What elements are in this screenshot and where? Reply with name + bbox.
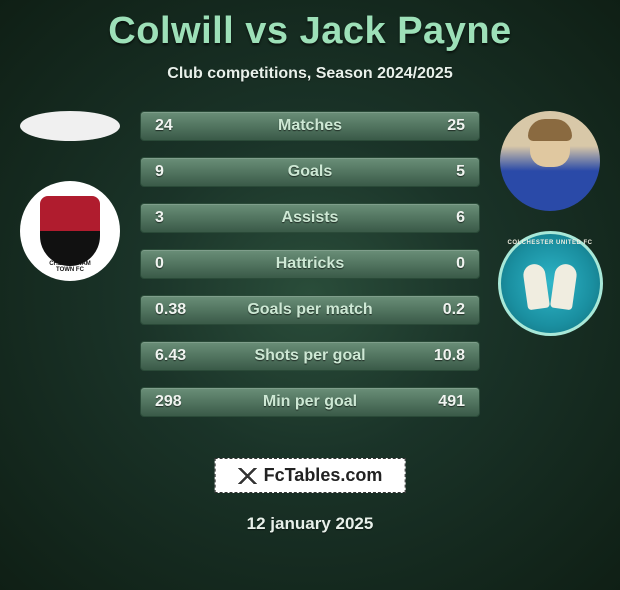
stat-label: Matches [205,117,415,135]
stat-right-value: 0 [415,255,465,273]
stat-right-value: 6 [415,209,465,227]
right-player-column: COLCHESTER UNITED FC [490,111,610,336]
stat-row-gpm: 0.38 Goals per match 0.2 [140,295,480,325]
branding-badge[interactable]: FcTables.com [215,458,406,493]
stat-label: Shots per goal [205,347,415,365]
stat-left-value: 6.43 [155,347,205,365]
left-club-badge: CHELTENHAMTOWN FC [20,181,120,281]
stat-left-value: 24 [155,117,205,135]
stat-right-value: 0.2 [415,301,465,319]
eagle-icon [520,254,580,314]
page-subtitle: Club competitions, Season 2024/2025 [0,65,620,83]
right-player-avatar [500,111,600,211]
right-club-label: COLCHESTER UNITED FC [501,240,600,246]
stat-left-value: 0.38 [155,301,205,319]
branding-text: FcTables.com [264,465,383,486]
stat-label: Assists [205,209,415,227]
stat-label: Hattricks [205,255,415,273]
page-title: Colwill vs Jack Payne [0,10,620,53]
stat-left-value: 9 [155,163,205,181]
stat-label: Goals per match [205,301,415,319]
stat-right-value: 5 [415,163,465,181]
stat-row-hattricks: 0 Hattricks 0 [140,249,480,279]
page-date: 12 january 2025 [0,514,620,534]
stat-row-mpg: 298 Min per goal 491 [140,387,480,417]
stat-left-value: 3 [155,209,205,227]
comparison-panel: CHELTENHAMTOWN FC COLCHESTER UNITED FC 2… [0,111,620,441]
stat-row-matches: 24 Matches 25 [140,111,480,141]
stat-label: Min per goal [205,393,415,411]
shield-icon [40,196,100,266]
stat-row-assists: 3 Assists 6 [140,203,480,233]
stat-left-value: 0 [155,255,205,273]
right-club-badge: COLCHESTER UNITED FC [498,231,603,336]
stat-row-spg: 6.43 Shots per goal 10.8 [140,341,480,371]
stat-right-value: 10.8 [415,347,465,365]
stat-left-value: 298 [155,393,205,411]
left-player-avatar [20,111,120,141]
stat-rows: 24 Matches 25 9 Goals 5 3 Assists 6 0 Ha… [140,111,480,433]
chart-icon [238,468,258,484]
stat-right-value: 491 [415,393,465,411]
stat-label: Goals [205,163,415,181]
left-player-column: CHELTENHAMTOWN FC [10,111,130,281]
stat-row-goals: 9 Goals 5 [140,157,480,187]
stat-right-value: 25 [415,117,465,135]
left-club-label: CHELTENHAMTOWN FC [20,261,120,273]
